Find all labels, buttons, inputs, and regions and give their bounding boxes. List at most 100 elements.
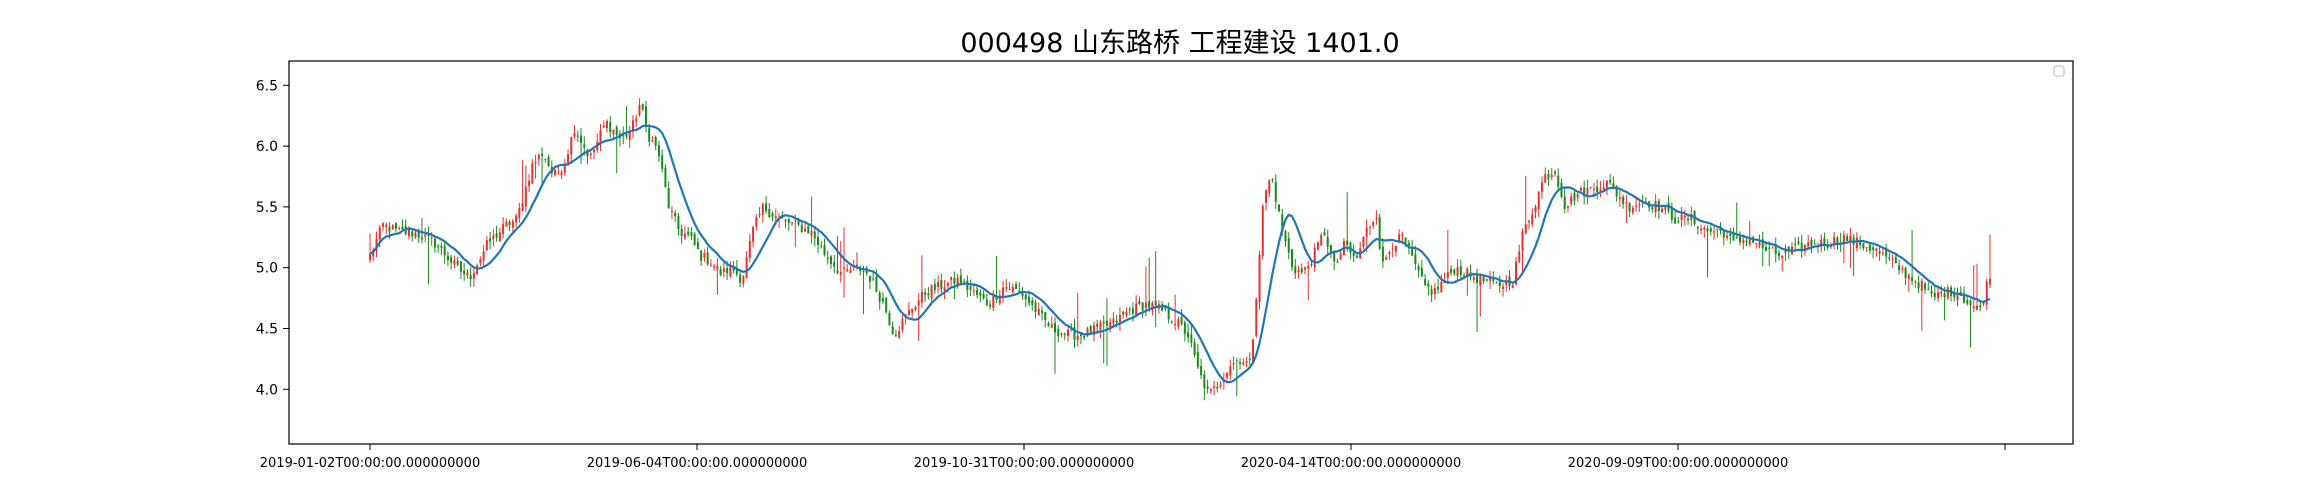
candle-body (521, 203, 524, 211)
candle (1524, 176, 1527, 235)
candle-body (508, 221, 511, 226)
candle-body (430, 237, 433, 239)
candle-body (479, 258, 482, 264)
candle-body (388, 227, 391, 232)
candle-body (641, 104, 644, 110)
candle (755, 214, 758, 231)
candle (982, 290, 985, 300)
candle-body (1427, 283, 1430, 287)
candle-body (1213, 386, 1216, 389)
candle-body (622, 134, 625, 137)
candle (771, 211, 774, 222)
candle-body (661, 155, 664, 169)
candle (1657, 198, 1660, 219)
candle-body (407, 229, 410, 237)
candle-body (563, 164, 566, 173)
candle-body (1953, 292, 1956, 298)
candle-body (589, 153, 592, 156)
moving-average-line (369, 124, 1991, 384)
candle-body (1278, 204, 1281, 212)
candle-body (696, 241, 699, 250)
candle (1011, 283, 1014, 294)
x-tick-label: 2019-10-31T00:00:00.000000000 (914, 456, 1134, 471)
candle-body (1726, 235, 1729, 239)
candle (1891, 254, 1894, 268)
candle-body (713, 266, 716, 268)
candle (1245, 356, 1248, 367)
candle-body (1096, 323, 1099, 327)
candle (648, 123, 651, 147)
candle (1391, 242, 1394, 258)
candle (1420, 260, 1423, 278)
candle (1713, 227, 1716, 240)
candle (1446, 229, 1449, 285)
candle-body (716, 265, 719, 270)
candle-body (1229, 366, 1232, 376)
candle-body (375, 239, 378, 251)
candle-body (1855, 237, 1858, 249)
candle-body (1677, 221, 1680, 223)
candle (1268, 179, 1271, 198)
candle (1278, 203, 1281, 213)
candle-body (1842, 234, 1845, 245)
candle-body (586, 149, 589, 157)
candle-body (959, 275, 962, 285)
candle (1979, 302, 1982, 312)
candle (1339, 250, 1342, 261)
candle (969, 279, 972, 297)
candle (1839, 232, 1842, 253)
candle (1748, 221, 1751, 247)
candle (495, 225, 498, 242)
candle-body (1502, 286, 1505, 289)
candle (1635, 197, 1638, 212)
candle (1193, 338, 1196, 358)
candle (1141, 302, 1144, 319)
candle-body (1446, 271, 1449, 278)
candle-body (502, 224, 505, 234)
candle-body (433, 238, 436, 248)
candle-body (1381, 246, 1384, 262)
candle-body (505, 221, 508, 227)
candle (817, 231, 820, 254)
candle (411, 229, 414, 242)
candle (1566, 205, 1569, 213)
candle-body (1044, 312, 1047, 320)
candle (1833, 232, 1836, 250)
candle (1213, 380, 1216, 396)
candle (937, 275, 940, 294)
candle-body (1333, 253, 1336, 262)
candle (1872, 245, 1875, 259)
candle (1716, 228, 1719, 238)
candle (696, 237, 699, 250)
candle-body (381, 223, 384, 227)
candle (1920, 277, 1923, 331)
candle-body (1969, 300, 1972, 306)
candle-body (966, 280, 969, 291)
candle-body (823, 245, 826, 255)
candle (1303, 266, 1306, 275)
candle-body (829, 256, 833, 264)
candle-body (1313, 247, 1316, 268)
chart-title: 000498 山东路桥 工程建设 1401.0 (960, 28, 1399, 59)
candle (979, 289, 982, 303)
candle-body (1862, 243, 1865, 249)
candle (1284, 229, 1287, 247)
candle (644, 100, 647, 133)
candle-body (1690, 214, 1693, 220)
candle-body (1018, 290, 1021, 292)
candle-body (1511, 285, 1514, 288)
candle-body (1011, 287, 1014, 293)
candle-body (1261, 206, 1264, 257)
candle (1950, 285, 1953, 302)
candle-body (1917, 282, 1920, 289)
candle (482, 245, 485, 269)
candle (1316, 241, 1319, 251)
candle (1076, 292, 1079, 347)
candle-body (1609, 179, 1612, 183)
candle-body (1281, 214, 1284, 233)
candle (1148, 257, 1151, 312)
candle (667, 181, 670, 209)
candle-body (1670, 207, 1673, 220)
candle-body (1339, 253, 1342, 260)
candle (1352, 244, 1355, 263)
